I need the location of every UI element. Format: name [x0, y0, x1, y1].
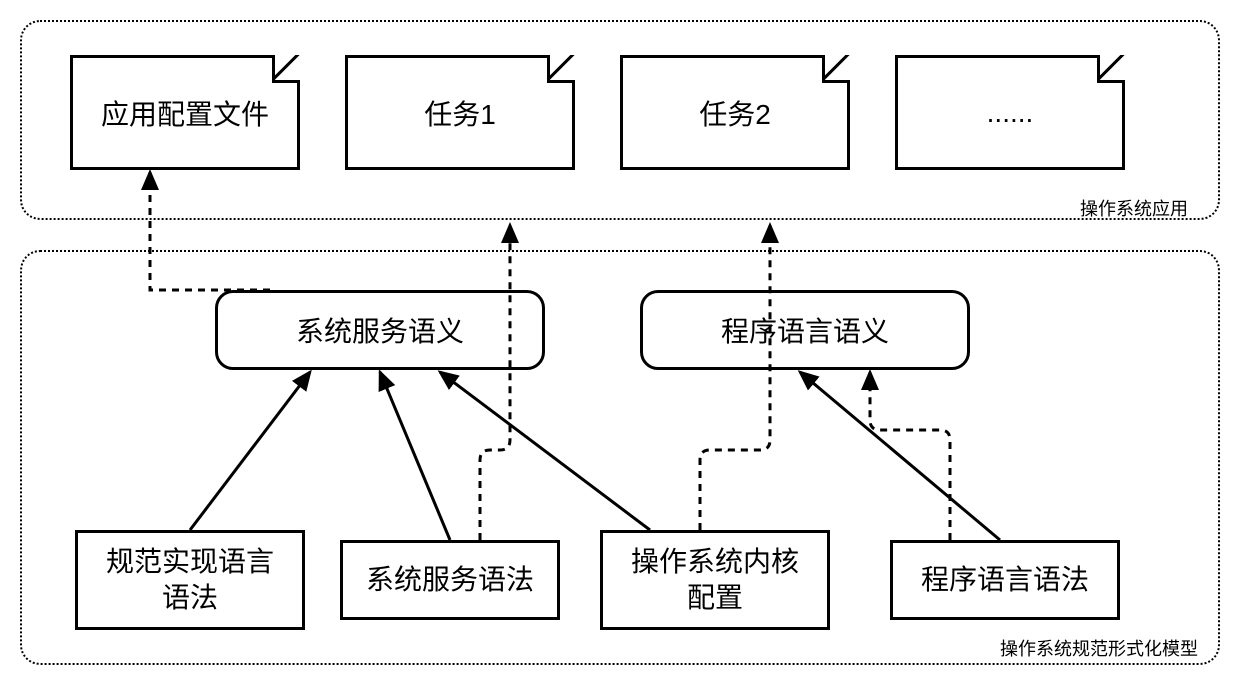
system-service-semantics-label: 系统服务语义 — [296, 310, 464, 350]
doc-task2-label: 任务2 — [699, 93, 771, 133]
os-kernel-config: 操作系统内核 配置 — [600, 530, 830, 630]
os-application-label: 操作系统应用 — [1080, 195, 1188, 221]
os-kernel-config-label: 操作系统内核 配置 — [631, 544, 799, 617]
doc-fold-line-icon — [547, 55, 575, 83]
program-language-semantics-label: 程序语言语义 — [721, 310, 889, 350]
system-service-syntax: 系统服务语法 — [340, 540, 560, 620]
doc-task1: 任务1 — [345, 55, 575, 170]
doc-more-label: ...... — [987, 97, 1034, 129]
os-formal-model-label: 操作系统规范形式化模型 — [1000, 635, 1198, 661]
program-language-semantics: 程序语言语义 — [640, 290, 970, 370]
doc-task2: 任务2 — [620, 55, 850, 170]
doc-app-config: 应用配置文件 — [70, 55, 300, 170]
system-service-semantics: 系统服务语义 — [215, 290, 545, 370]
program-lang-syntax-label: 程序语言语法 — [921, 562, 1089, 598]
spec-impl-lang-syntax-label: 规范实现语言 语法 — [106, 544, 274, 617]
doc-fold-line-icon — [822, 55, 850, 83]
system-service-syntax-label: 系统服务语法 — [366, 562, 534, 598]
doc-fold-line-icon — [1097, 55, 1125, 83]
doc-app-config-label: 应用配置文件 — [101, 93, 269, 133]
spec-impl-lang-syntax: 规范实现语言 语法 — [75, 530, 305, 630]
doc-fold-line-icon — [272, 55, 300, 83]
doc-task1-label: 任务1 — [424, 93, 496, 133]
doc-more: ...... — [895, 55, 1125, 170]
program-lang-syntax: 程序语言语法 — [890, 540, 1120, 620]
